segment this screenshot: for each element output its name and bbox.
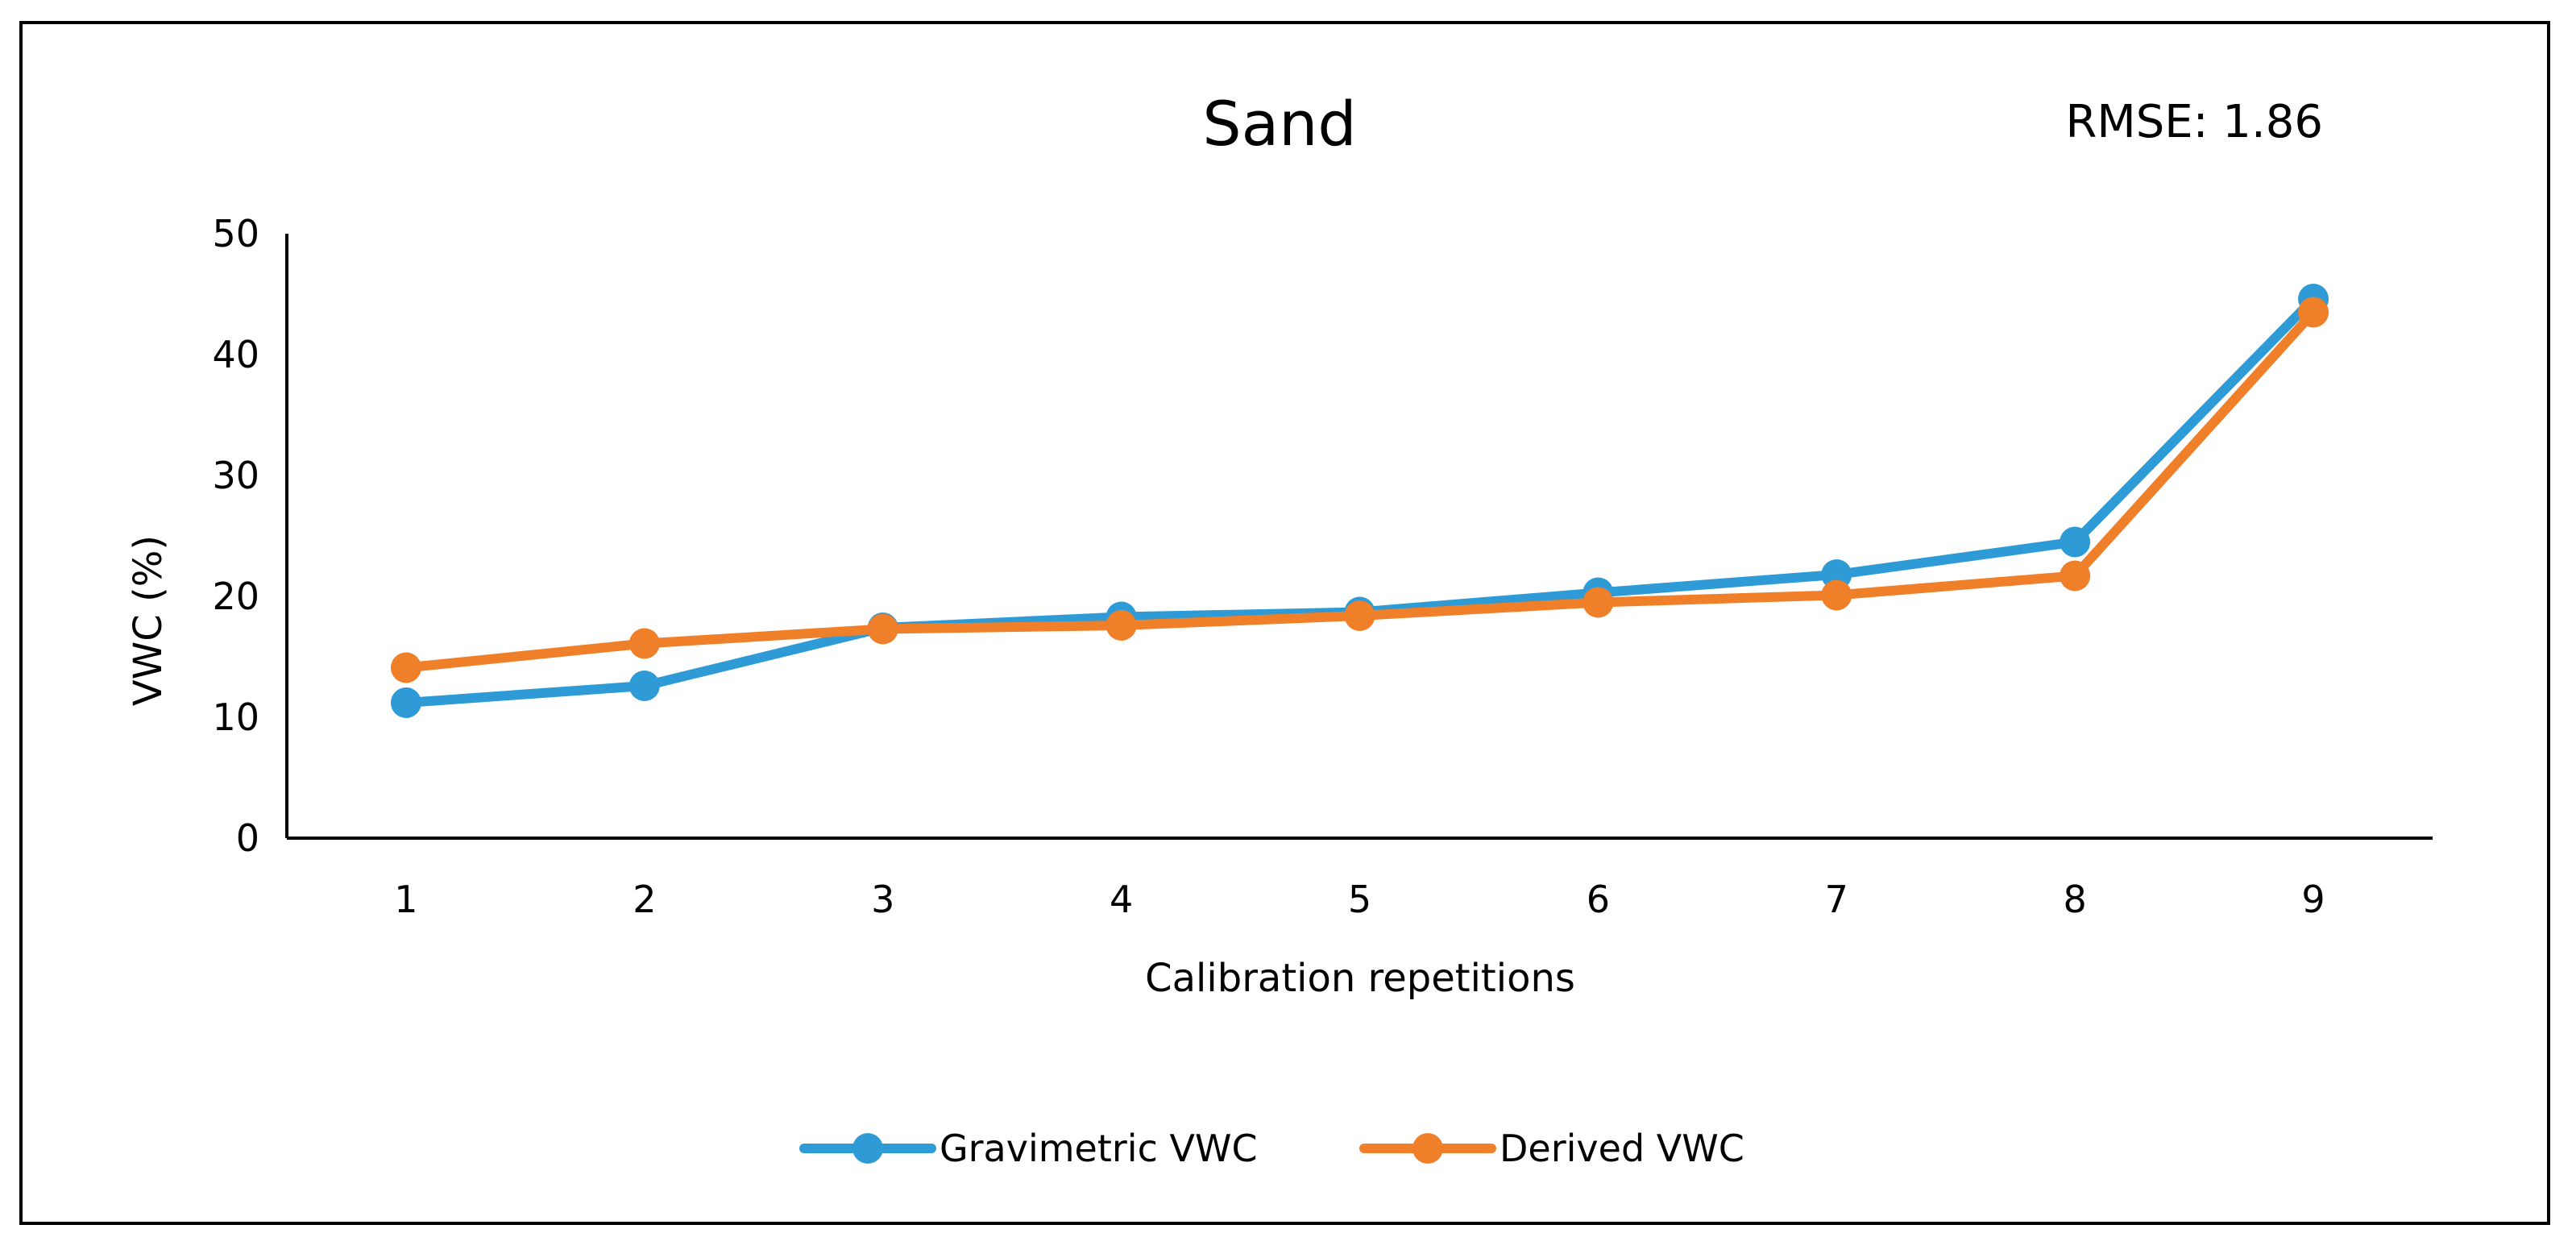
y-tick-label: 40 (212, 333, 259, 376)
legend-swatch-marker (1412, 1133, 1443, 1164)
line-chart: Sand RMSE: 1.86 Calibration repetitions … (126, 88, 2433, 1170)
data-point (628, 671, 660, 701)
data-point (867, 613, 898, 645)
y-tick-label: 30 (212, 454, 259, 497)
data-point (390, 652, 421, 683)
chart-frame: Sand RMSE: 1.86 Calibration repetitions … (19, 21, 2550, 1225)
rmse-annotation: RMSE: 1.86 (2065, 96, 2323, 148)
y-tick-label: 50 (212, 212, 259, 255)
legend-swatch-marker (852, 1133, 883, 1164)
data-point (1583, 587, 1614, 618)
y-tick-labels: 0 10 20 30 40 50 (212, 212, 259, 860)
legend-item: Gravimetric VWC (799, 1127, 1258, 1170)
x-tick-label: 6 (1587, 878, 1610, 921)
x-tick-label: 1 (394, 878, 417, 921)
x-tick-label: 3 (871, 878, 894, 921)
x-tick-label: 8 (2064, 878, 2087, 921)
legend-item: Derived VWC (1359, 1127, 1744, 1170)
x-tick-label: 2 (633, 878, 656, 921)
data-point (1821, 579, 1852, 611)
legend: Gravimetric VWC Derived VWC (799, 1127, 1744, 1170)
series-lines (390, 284, 2329, 718)
x-tick-label: 4 (1110, 878, 1133, 921)
y-axis-title: VWC (%) (126, 535, 171, 706)
axes (285, 234, 2433, 840)
legend-label: Derived VWC (1500, 1127, 1744, 1170)
data-point (1344, 600, 1375, 631)
y-tick-label: 0 (236, 816, 259, 860)
x-tick-label: 5 (1348, 878, 1371, 921)
series-group (390, 297, 2329, 683)
series-group (390, 284, 2329, 718)
data-point (628, 628, 660, 659)
data-point (2060, 560, 2091, 592)
chart-title: Sand (1202, 88, 1356, 160)
data-point (1105, 610, 1137, 641)
data-point (2060, 526, 2091, 558)
data-point (2298, 297, 2329, 328)
x-tick-labels: 1 2 3 4 5 6 7 8 9 (394, 878, 2325, 921)
x-tick-label: 9 (2301, 878, 2325, 921)
y-tick-label: 20 (212, 575, 259, 618)
y-tick-label: 10 (212, 695, 259, 739)
x-tick-label: 7 (1825, 878, 1848, 921)
x-axis-title: Calibration repetitions (1145, 956, 1575, 1001)
data-point (390, 687, 421, 718)
legend-label: Gravimetric VWC (940, 1127, 1258, 1170)
